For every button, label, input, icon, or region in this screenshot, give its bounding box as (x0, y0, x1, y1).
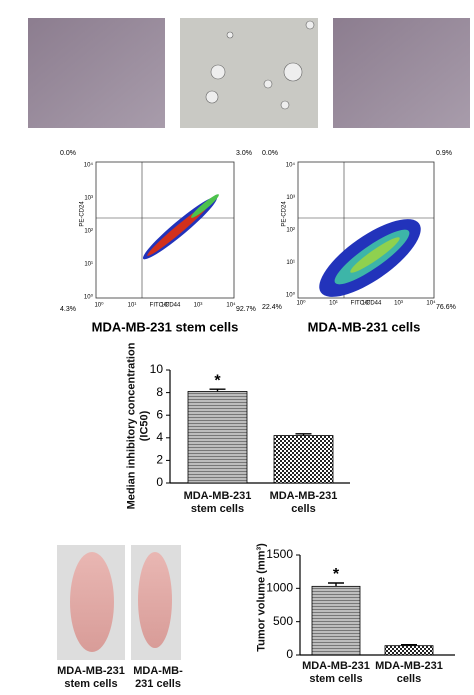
y-tick-label: 10¹ (286, 260, 295, 266)
y-tick-label: 10⁴ (84, 162, 94, 169)
x-tick-label: 10¹ (329, 301, 338, 307)
y-tick-label: 10⁰ (286, 292, 296, 299)
quadrant-label: 92.7% (236, 306, 256, 313)
mouse-label: MDA-MB-231 stem cells (57, 665, 125, 690)
x-tick-label: 10² (362, 301, 371, 307)
y-tick-label: 10² (286, 228, 295, 234)
x-tick-label: 10⁰ (94, 302, 104, 309)
x-axis-label: FITC-CD44 (150, 303, 181, 309)
mouse (138, 552, 172, 648)
x-tick-label: 10² (161, 303, 170, 309)
bar (311, 585, 361, 656)
x-tick-label: 10⁰ (296, 300, 306, 307)
y-axis-label: Median inhibitory concentration (IC50) (125, 342, 150, 509)
y-tick-label: 1000 (266, 581, 293, 595)
y-tick-label: 2 (156, 453, 163, 467)
y-tick-label: 8 (156, 385, 163, 399)
error-bar (401, 643, 417, 646)
y-tick-label: 10⁰ (84, 294, 94, 301)
y-tick-label: 10² (84, 229, 93, 235)
x-tick-label: MDA-MB-231 cells (269, 490, 338, 515)
quadrant-label: 0.9% (436, 150, 452, 157)
x-tick-label: MDA-MB-231 stem cells (183, 490, 252, 515)
caption: MDA-MB-231 stem cells (92, 319, 239, 334)
cell-photo (333, 18, 470, 128)
quadrant-label: 3.0% (236, 150, 252, 157)
bar (187, 391, 248, 484)
y-tick-label: 10¹ (84, 262, 93, 268)
quadrant-label: 0.0% (60, 150, 76, 157)
mouse (70, 552, 114, 652)
quadrant-label: 4.3% (60, 306, 76, 313)
bar (384, 645, 434, 656)
flow-plot-1 (95, 161, 235, 299)
x-tick-label: MDA-MB-231 cells (375, 660, 443, 685)
y-tick-label: 10 (150, 362, 164, 376)
x-tick-label: 10⁴ (426, 300, 436, 307)
quadrant-label: 76.6% (436, 304, 456, 311)
spheres (205, 20, 315, 110)
y-tick-label: 10³ (286, 195, 295, 201)
y-tick-label: 4 (156, 430, 163, 444)
mouse-label: MDA-MB-231 cells (133, 665, 183, 690)
y-tick-label: 6 (156, 407, 163, 421)
cell-photo (28, 18, 165, 128)
y-tick-label: 10³ (84, 196, 93, 202)
significance-mark: * (333, 566, 340, 583)
x-tick-label: 10³ (194, 303, 203, 309)
significance-mark: * (214, 372, 221, 389)
quadrant-label: 0.0% (262, 150, 278, 157)
flow-plot-2 (297, 161, 435, 299)
error-bar (295, 433, 312, 436)
y-tick-label: 10⁴ (286, 162, 296, 169)
y-axis-label: PE-CD24 (80, 201, 86, 227)
x-axis-label: FITC-CD44 (351, 301, 382, 307)
quadrant-label: 22.4% (262, 304, 282, 311)
y-tick-label: 0 (156, 475, 163, 489)
error-bar (328, 582, 344, 587)
y-tick-label: 0 (286, 647, 293, 661)
caption: MDA-MB-231 cells (308, 319, 421, 334)
y-tick-label: 500 (273, 614, 293, 628)
x-tick-label: 10⁴ (226, 302, 236, 309)
bar (273, 435, 334, 484)
y-axis-label: PE-CD24 (282, 201, 288, 227)
y-tick-label: 1500 (266, 547, 293, 561)
x-tick-label: 10³ (394, 301, 403, 307)
y-axis-label: Tumor volume (mm³) (255, 543, 268, 652)
x-tick-label: 10¹ (128, 303, 137, 309)
error-bar (209, 388, 226, 392)
x-tick-label: MDA-MB-231 stem cells (302, 660, 370, 685)
